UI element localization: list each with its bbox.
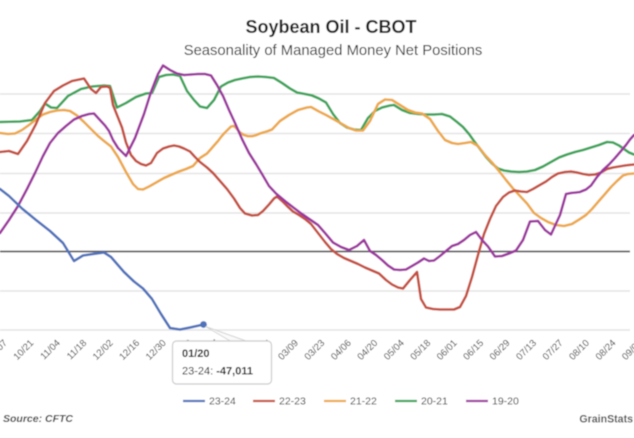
svg-text:10/07: 10/07 [0,338,10,363]
svg-text:23-24: -47,011: 23-24: -47,011 [182,366,253,378]
svg-text:Source: CFTC: Source: CFTC [3,413,73,425]
svg-text:23-24: 23-24 [209,396,236,408]
svg-text:Seasonality of Managed Money N: Seasonality of Managed Money Net Positio… [184,43,483,59]
svg-text:19-20: 19-20 [492,396,519,408]
svg-text:21-22: 21-22 [350,396,377,408]
svg-text:20-21: 20-21 [421,396,448,408]
svg-text:GrainStats: GrainStats [579,414,633,426]
svg-text:22-23: 22-23 [279,396,306,408]
svg-text:01/20: 01/20 [182,348,210,360]
svg-text:Soybean Oil - CBOT: Soybean Oil - CBOT [245,17,416,37]
